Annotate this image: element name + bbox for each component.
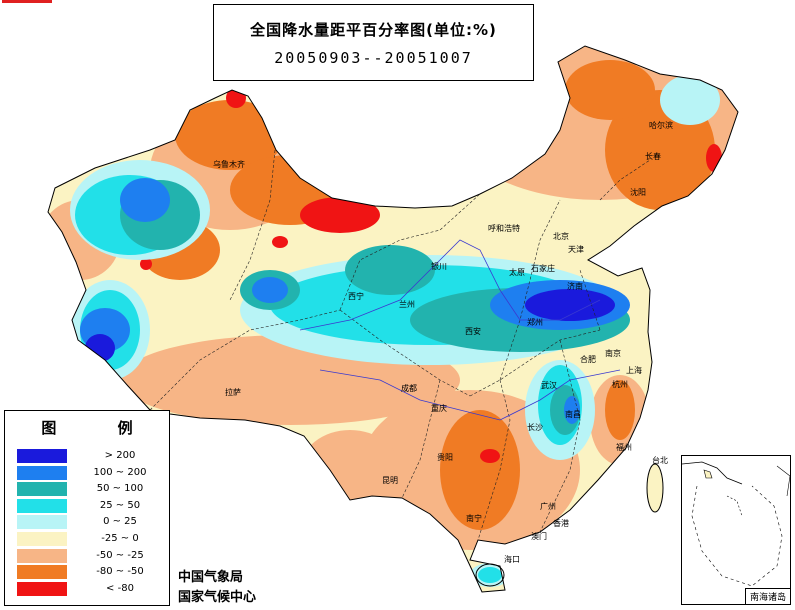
- legend-swatch: [17, 515, 67, 530]
- legend-item: > 200: [17, 449, 167, 464]
- city-label: 南京: [605, 349, 621, 358]
- legend-item: 50 ~ 100: [17, 482, 167, 497]
- city-label: 上海: [626, 366, 642, 375]
- taiwan-island: [646, 463, 664, 513]
- legend: 图 例 > 200 100 ~ 200 50 ~ 100 25 ~ 50 0 ~ 25 -…: [4, 410, 170, 606]
- city-label: 广州: [540, 502, 556, 511]
- legend-swatch: [17, 565, 67, 580]
- legend-label: -50 ~ -25: [96, 549, 144, 561]
- city-label: 乌鲁木齐: [213, 160, 245, 169]
- agency-name-cma: 中国气象局: [178, 570, 244, 585]
- city-label: 澳门: [531, 532, 547, 541]
- legend-item: < -80: [17, 581, 167, 597]
- city-label: 长春: [645, 152, 661, 161]
- legend-label: < -80: [106, 582, 134, 594]
- legend-label: 25 ~ 50: [99, 499, 141, 511]
- city-label: 拉萨: [225, 388, 241, 397]
- city-label: 福州: [616, 443, 632, 452]
- city-label: 呼和浩特: [488, 224, 520, 233]
- city-label: 海口: [504, 555, 520, 564]
- date-range: 20050903--20051007: [274, 49, 473, 67]
- legend-item: -80 ~ -50: [17, 565, 167, 580]
- legend-label: 100 ~ 200: [93, 466, 147, 478]
- legend-swatch: [17, 482, 67, 497]
- city-label: 郑州: [527, 318, 543, 327]
- legend-swatch: [17, 532, 67, 546]
- legend-swatch: [17, 449, 67, 463]
- city-label: 兰州: [399, 300, 415, 309]
- title-box: 全国降水量距平百分率图(单位:%) 20050903--20051007: [213, 4, 534, 81]
- legend-swatch: [17, 498, 67, 513]
- legend-item: 0 ~ 25: [17, 515, 167, 530]
- city-label: 济南: [567, 282, 583, 291]
- legend-item: 25 ~ 50: [17, 498, 167, 514]
- city-label: 南宁: [466, 514, 482, 523]
- city-label: 沈阳: [630, 188, 646, 197]
- inset-map: [682, 461, 790, 587]
- city-label: 香港: [553, 519, 569, 528]
- city-label: 南昌: [565, 410, 581, 419]
- legend-item: -25 ~ 0: [17, 532, 167, 547]
- city-label: 西安: [465, 327, 481, 336]
- city-label: 贵阳: [437, 453, 453, 462]
- legend-item: -50 ~ -25: [17, 548, 167, 564]
- city-label: 杭州: [612, 380, 628, 389]
- legend-swatch: [17, 581, 67, 596]
- city-label: 合肥: [580, 355, 596, 364]
- city-label: 北京: [553, 232, 569, 241]
- city-label: 武汉: [541, 381, 557, 390]
- city-label: 西宁: [348, 292, 364, 301]
- city-label: 昆明: [382, 476, 398, 485]
- legend-swatch: [17, 548, 67, 563]
- legend-label: 0 ~ 25: [103, 516, 137, 528]
- city-label: 重庆: [431, 404, 447, 413]
- city-label: 天津: [568, 245, 584, 254]
- south-china-sea-inset: 南海诸岛: [681, 455, 791, 605]
- corner-mark: [2, 0, 52, 3]
- city-label: 台北: [652, 456, 668, 465]
- legend-label: -25 ~ 0: [101, 533, 139, 544]
- inset-label: 南海诸岛: [744, 588, 790, 604]
- city-label: 太原: [509, 268, 525, 277]
- city-label: 银川: [431, 262, 447, 271]
- city-label: 石家庄: [531, 264, 555, 273]
- legend-label: -80 ~ -50: [96, 566, 144, 578]
- city-label: 哈尔滨: [649, 121, 673, 130]
- agency-name-ncc: 国家气候中心: [178, 590, 257, 605]
- city-label: 成都: [401, 384, 417, 393]
- city-label: 长沙: [527, 423, 543, 432]
- map-title: 全国降水量距平百分率图(单位:%): [250, 21, 497, 39]
- legend-label: > 200: [104, 450, 136, 461]
- legend-swatch: [17, 465, 67, 480]
- legend-item: 100 ~ 200: [17, 465, 167, 481]
- legend-label: 50 ~ 100: [96, 483, 144, 495]
- legend-title: 图 例: [41, 419, 161, 437]
- hainan-island: [475, 563, 505, 587]
